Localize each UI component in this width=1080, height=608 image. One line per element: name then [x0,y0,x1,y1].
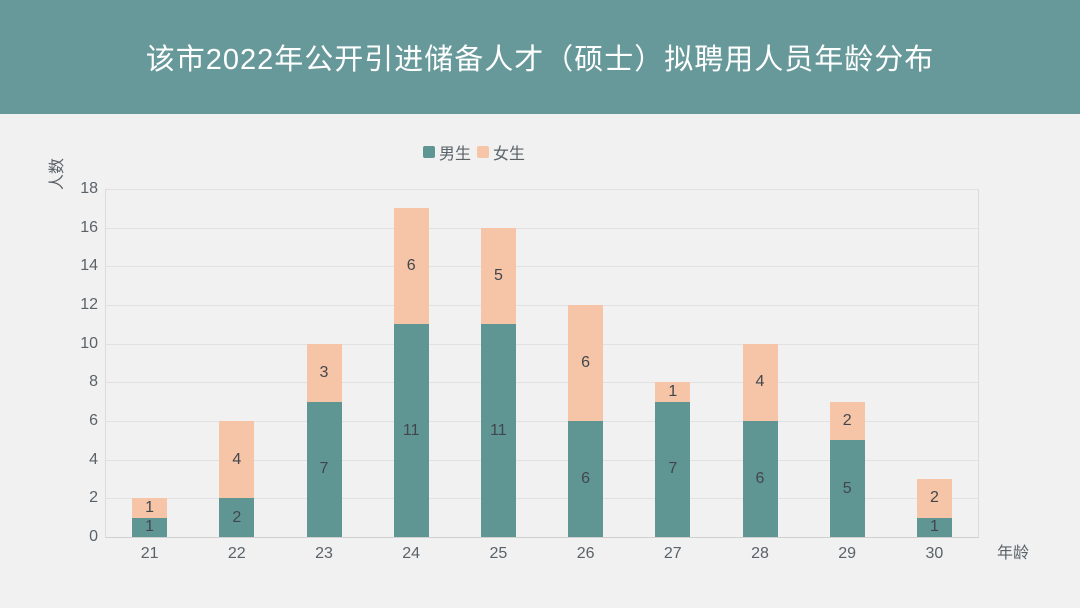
bar-segment-女生-30: 2 [916,479,952,518]
bar-value-label: 4 [232,450,242,468]
bar-value-label: 2 [232,508,242,526]
x-tick-label-22: 22 [227,545,246,562]
legend-swatch-male-icon [423,146,435,158]
bar-value-label: 4 [755,373,765,391]
bar-value-label: 6 [581,470,591,487]
bar-segment-女生-21: 1 [132,498,168,518]
bar-segment-男生-30: 1 [916,517,952,537]
chart-title: 该市2022年公开引进储备人才（硕士）拟聘用人员年龄分布 [145,44,935,76]
bar-segment-男生-21: 1 [132,517,168,537]
bar-value-label: 2 [929,489,939,507]
x-axis-label: 年龄 [997,545,1030,562]
y-tick-label-0: 0 [89,528,98,545]
x-tick-label-23: 23 [315,545,333,562]
x-tick-label-28: 28 [751,545,769,562]
bar-segment-男生-24: 11 [393,324,429,537]
bar-value-label: 7 [319,460,329,478]
gridline-y-18 [106,189,978,190]
bar-segment-女生-26: 6 [568,305,604,421]
gridline-y-16 [106,227,978,229]
x-tick-label-27: 27 [663,545,682,562]
bar-segment-女生-22: 4 [219,421,255,499]
bar-value-label: 5 [493,267,503,285]
gridline-y-2 [106,498,978,500]
bar-value-label: 6 [406,257,416,275]
legend-swatch-female-icon [477,146,490,158]
gridline-y-4 [106,459,978,461]
legend-item-female[interactable]: 女生 [477,140,525,164]
bar-segment-女生-23: 3 [306,343,342,402]
bar-value-label: 1 [929,518,939,536]
x-tick-label-21: 21 [140,545,159,562]
bar-value-label: 1 [668,383,678,400]
gridline-y-8 [106,382,978,384]
y-tick-label-14: 14 [80,257,98,275]
gridline-y-14 [106,266,978,268]
bar-segment-男生-25: 11 [480,324,516,537]
plot-area: 1 1 21 2 4 22 7 3 23 11 6 24 11 5 25 6 6 26 7 1 27 6 4 28 5 2 29 1 2… [105,189,979,562]
y-tick-label-12: 12 [80,296,98,313]
y-tick-label-2: 2 [89,489,98,507]
y-tick-label-8: 8 [89,373,98,391]
gridline-y-12 [106,305,978,306]
bar-value-label: 11 [490,421,507,439]
x-tick-label-29: 29 [838,545,857,562]
y-tick-label-6: 6 [89,412,98,429]
y-tick-label-4: 4 [89,450,98,468]
bar-segment-男生-28: 6 [742,421,778,537]
bar-value-label: 3 [319,363,329,381]
bar-segment-男生-29: 5 [829,440,865,537]
x-tick-label-25: 25 [489,545,508,562]
chart-title-bar: 该市2022年公开引进储备人才（硕士）拟聘用人员年龄分布 [0,0,1080,114]
gridline-y-10 [106,343,978,345]
bar-value-label: 6 [755,470,765,487]
bar-segment-男生-27: 7 [655,401,691,537]
y-tick-label-10: 10 [80,334,98,352]
bar-segment-男生-26: 6 [568,421,604,537]
bar-value-label: 11 [402,421,420,439]
bar-value-label: 2 [842,412,852,430]
bar-value-label: 7 [668,460,678,478]
y-tick-label-16: 16 [80,218,98,236]
bar-value-label: 5 [842,479,852,497]
gridline-y-6 [106,421,978,422]
x-tick-label-30: 30 [925,545,944,562]
x-tick-label-26: 26 [576,545,595,562]
legend-label-male: 男生 [439,146,472,163]
bar-segment-女生-28: 4 [742,343,778,421]
y-tick-label-18: 18 [80,180,98,197]
bar-value-label: 6 [581,354,591,371]
bar-value-label: 1 [145,499,155,516]
bar-segment-男生-22: 2 [219,498,255,537]
x-tick-label-24: 24 [402,545,421,562]
bar-segment-女生-25: 5 [480,227,516,325]
bar-segment-女生-29: 2 [829,401,865,441]
legend-label-female: 女生 [493,146,526,163]
bar-value-label: 1 [145,518,155,536]
legend-item-male[interactable]: 男生 [423,140,471,164]
bar-segment-女生-24: 6 [393,208,429,325]
bar-segment-女生-27: 1 [655,382,691,402]
legend: 男生 女生 [423,140,525,164]
bar-segment-男生-23: 7 [306,401,342,537]
